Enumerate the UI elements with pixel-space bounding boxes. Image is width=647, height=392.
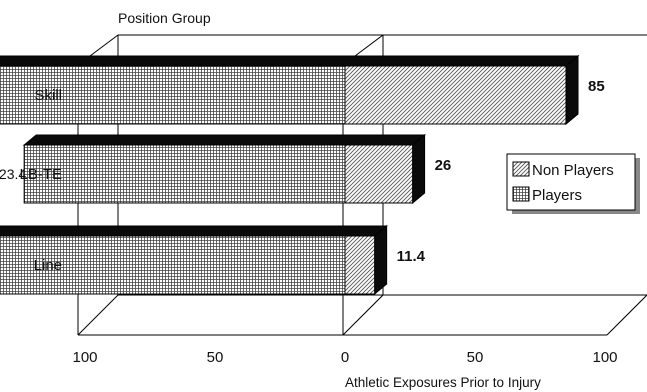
legend-label-non-players: Non Players — [532, 162, 614, 179]
bars-layer — [0, 54, 580, 296]
x-tick-label-1: 100 — [72, 349, 97, 366]
legend-swatch-players — [512, 186, 530, 202]
bar-side-face-skill — [565, 54, 579, 126]
category-labels-layer: Skill LB-TE Line — [19, 87, 62, 274]
x-tick-label-4: 50 — [467, 349, 484, 366]
bar-players-lb-te — [23, 144, 346, 204]
value-label-players-lb-te: 123.4 — [0, 166, 26, 182]
x-tick-labels-layer: 15010050050100 — [72, 349, 617, 366]
bar-group-lb-te — [22, 133, 426, 205]
x-tick-label-2: 50 — [207, 349, 224, 366]
bar-top-face-skill — [0, 55, 580, 67]
bar-side-face-line — [374, 224, 388, 296]
x-axis-title: Athletic Exposures Prior to Injury — [345, 375, 541, 390]
legend-swatch-non-players — [512, 161, 530, 177]
x-tick-label-5: 100 — [592, 349, 617, 366]
bar-group-line — [0, 224, 389, 296]
category-label-lb-te: LB-TE — [19, 166, 62, 183]
bar-side-face-lb-te — [412, 133, 426, 205]
center-depth-bottom — [342, 294, 384, 336]
bar-non-players-skill — [344, 65, 567, 125]
legend-label-players: Players — [532, 187, 582, 204]
bar-players-line — [0, 235, 346, 295]
category-label-skill: Skill — [34, 87, 62, 104]
y-axis-title: Position Group — [118, 10, 211, 26]
right-depth-bottom — [606, 294, 647, 336]
value-label-non-players-skill: 85 — [588, 78, 605, 95]
bar-group-skill — [0, 54, 580, 126]
legend: Non Players Players — [506, 153, 640, 214]
bar-top-face-lb-te — [22, 134, 426, 146]
value-label-non-players-lb-te: 26 — [435, 157, 452, 174]
x-tick-label-3: 0 — [341, 349, 349, 366]
bar-top-face-line — [0, 225, 389, 237]
bar-non-players-lb-te — [344, 144, 414, 204]
value-labels-layer: 138.885123.426156.411.4 — [0, 78, 605, 265]
left-depth-bottom — [77, 294, 119, 336]
value-label-non-players-line: 11.4 — [397, 248, 426, 265]
category-label-line: Line — [34, 257, 62, 274]
bar-non-players-line — [344, 235, 376, 295]
bar-players-skill — [0, 65, 346, 125]
